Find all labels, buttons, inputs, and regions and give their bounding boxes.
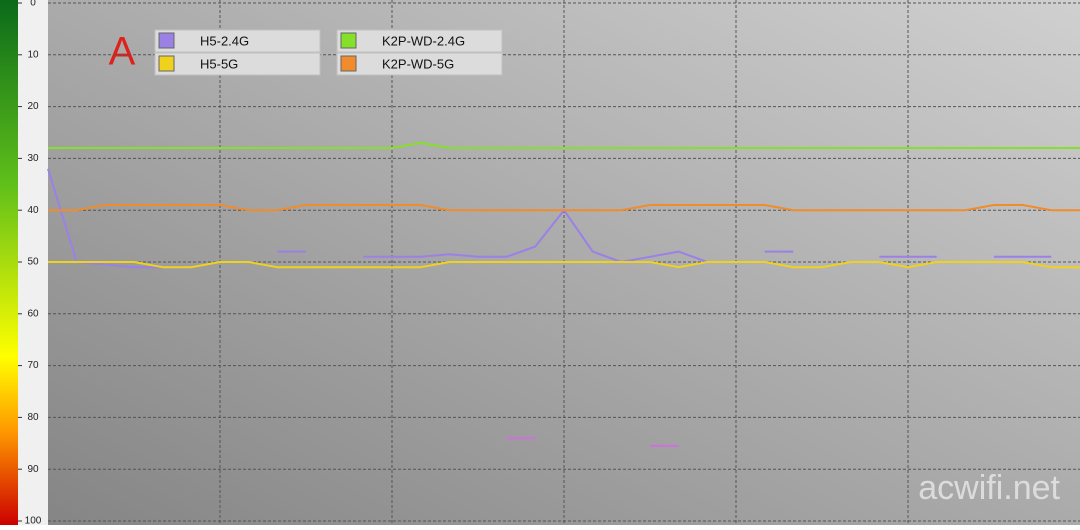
series-line: [48, 141, 1080, 149]
y-tick-label: 30: [27, 153, 39, 164]
y-tick-label: 40: [27, 205, 39, 216]
legend-swatch: [158, 32, 175, 49]
legend-label: H5-2.4G: [200, 33, 249, 48]
y-tick-label: 100: [25, 516, 42, 525]
legend-item-bg: [154, 52, 321, 76]
legend-swatch: [340, 55, 357, 72]
legend-item-bg: [336, 29, 503, 53]
legend-label: K2P-WD-5G: [382, 56, 454, 71]
legend-item-bg: [336, 52, 503, 76]
y-tick-label: 20: [27, 101, 39, 112]
y-tick-label: 70: [27, 360, 39, 371]
y-tick-label: 80: [27, 412, 39, 423]
watermark: acwifi.net: [918, 469, 1060, 507]
y-tick-label: 60: [27, 308, 39, 319]
y-tick-label: 50: [27, 257, 39, 268]
legend-swatch: [158, 55, 175, 72]
series-line: [47, 168, 1052, 269]
legend-swatch: [340, 32, 357, 49]
y-tick-label: 90: [27, 464, 39, 475]
color-bar: [0, 0, 18, 525]
annotation: A: [109, 30, 136, 74]
legend-label: H5-5G: [200, 56, 238, 71]
series-line: [48, 204, 1080, 212]
legend-label: K2P-WD-2.4G: [382, 33, 465, 48]
y-tick-label: 10: [27, 49, 39, 60]
series-line: [506, 437, 679, 447]
series-line: [48, 261, 1080, 269]
legend-item-bg: [154, 29, 321, 53]
y-tick-label: 0: [30, 0, 36, 9]
